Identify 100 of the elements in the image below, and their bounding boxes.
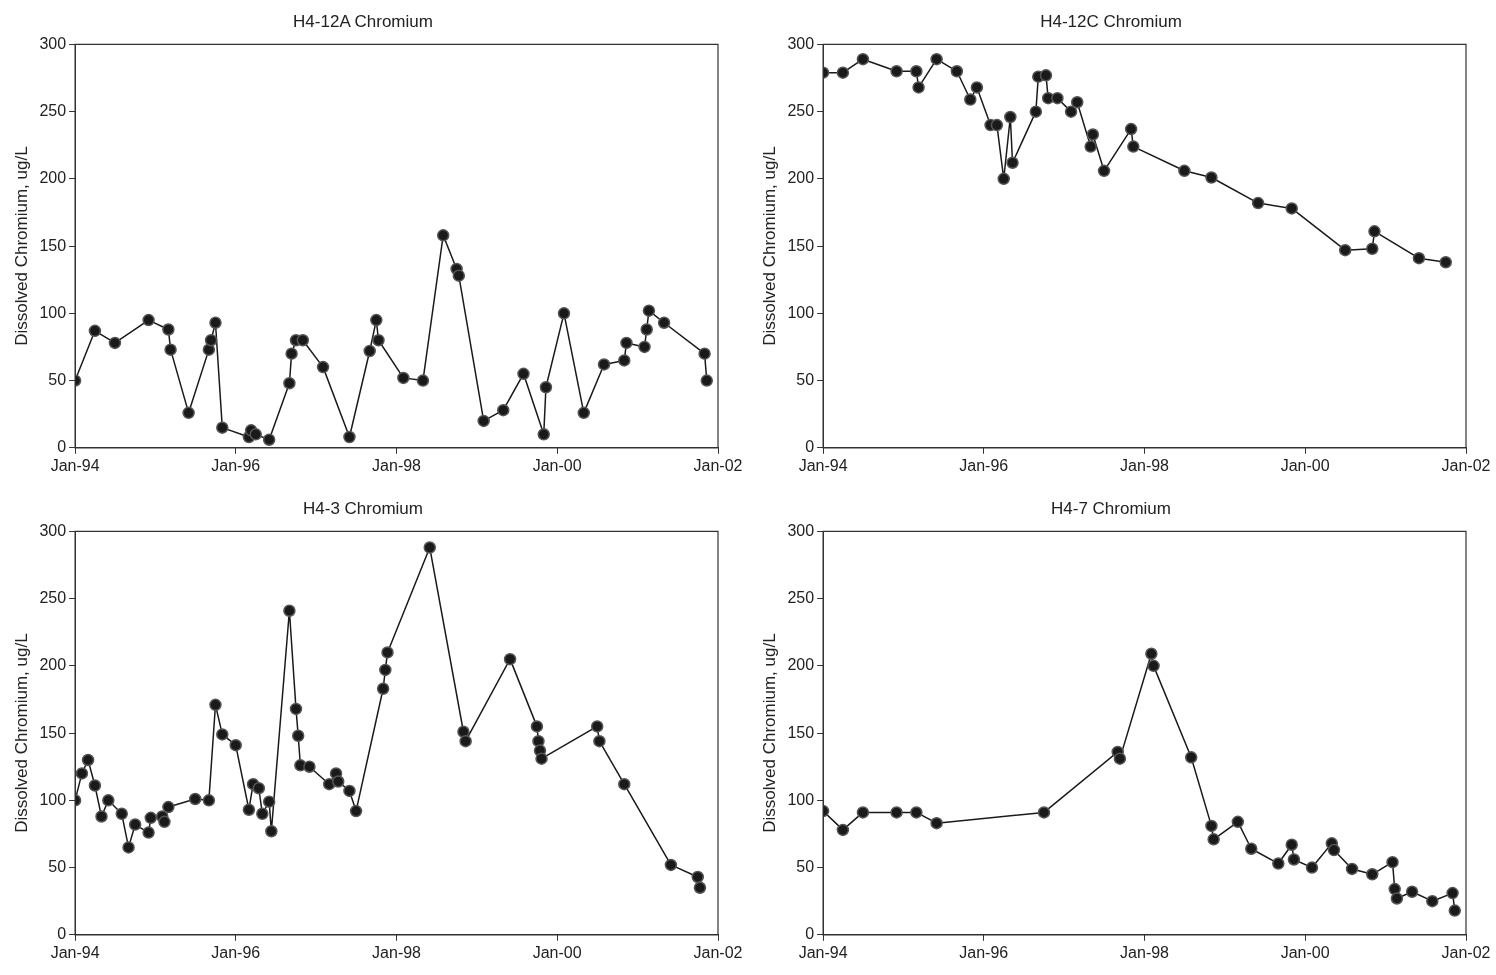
point xyxy=(1251,196,1265,210)
x-tick-label: Jan-96 xyxy=(959,943,1009,961)
chart-title: H4-12A Chromium xyxy=(293,11,433,31)
point xyxy=(1305,861,1319,874)
point xyxy=(964,93,977,106)
point xyxy=(164,343,177,356)
point xyxy=(370,313,383,327)
point xyxy=(216,728,229,741)
point xyxy=(249,428,262,441)
point xyxy=(182,406,195,420)
point xyxy=(216,421,229,434)
point xyxy=(204,333,218,347)
point xyxy=(188,792,202,806)
x-tick-label: Jan-00 xyxy=(1280,456,1330,474)
point xyxy=(1064,105,1078,118)
point xyxy=(436,229,450,242)
point xyxy=(372,333,385,347)
point xyxy=(452,269,466,282)
point xyxy=(1084,140,1097,153)
point xyxy=(95,810,108,823)
y-tick-label: 50 xyxy=(796,370,815,388)
point xyxy=(459,734,472,748)
point xyxy=(910,65,923,78)
x-tick-label: Jan-02 xyxy=(1441,456,1491,474)
point xyxy=(81,753,95,767)
point xyxy=(537,428,550,441)
y-axis-title: Dissolved Chromium, ug/L xyxy=(11,633,31,833)
point xyxy=(1327,843,1341,857)
y-tick-label: 0 xyxy=(57,925,67,943)
point xyxy=(618,354,631,367)
point xyxy=(990,118,1004,132)
point xyxy=(517,367,530,381)
point xyxy=(285,347,298,360)
y-tick-label: 200 xyxy=(787,169,815,187)
point xyxy=(1287,853,1301,866)
point xyxy=(1205,819,1218,833)
point xyxy=(262,433,276,446)
point xyxy=(1086,128,1100,141)
point xyxy=(122,841,135,854)
point xyxy=(256,807,269,821)
point xyxy=(1390,892,1404,905)
point xyxy=(296,333,310,347)
x-tick-label: Jan-96 xyxy=(211,943,261,961)
point xyxy=(162,800,175,814)
point xyxy=(1345,862,1359,876)
point xyxy=(331,775,345,788)
point xyxy=(343,430,356,444)
point xyxy=(577,406,591,420)
x-tick-label: Jan-98 xyxy=(1120,943,1170,961)
point xyxy=(88,324,102,338)
x-tick-label: Jan-00 xyxy=(1280,943,1330,961)
point xyxy=(1426,894,1439,908)
point xyxy=(1127,140,1140,153)
y-tick-label: 0 xyxy=(805,438,815,456)
point xyxy=(836,823,850,837)
x-tick-label: Jan-94 xyxy=(798,943,848,961)
point xyxy=(1051,91,1064,105)
point xyxy=(202,343,216,356)
y-tick-label: 250 xyxy=(787,589,815,607)
point xyxy=(343,784,356,798)
point xyxy=(289,702,303,716)
y-tick-label: 100 xyxy=(787,790,815,808)
y-axis-title: Dissolved Chromium, ug/L xyxy=(759,633,779,833)
point xyxy=(1386,855,1399,869)
point xyxy=(303,760,316,773)
point xyxy=(209,316,222,329)
point xyxy=(316,360,330,374)
point xyxy=(363,344,376,358)
point xyxy=(1366,242,1379,256)
point xyxy=(997,172,1010,186)
point xyxy=(642,304,656,317)
point xyxy=(262,795,276,808)
point xyxy=(930,816,943,830)
y-tick-label: 300 xyxy=(39,521,67,539)
point xyxy=(1231,815,1245,829)
point xyxy=(1446,886,1459,900)
point xyxy=(229,738,242,752)
point xyxy=(1147,659,1160,673)
point xyxy=(142,826,155,839)
y-tick-label: 100 xyxy=(787,303,815,321)
x-tick-label: Jan-94 xyxy=(798,456,848,474)
chart-title: H4-12C Chromium xyxy=(1040,11,1182,31)
point xyxy=(950,65,964,78)
point xyxy=(202,794,216,807)
point xyxy=(158,815,171,829)
point xyxy=(497,403,510,417)
point xyxy=(108,336,122,350)
point xyxy=(1368,225,1381,238)
y-tick-label: 150 xyxy=(787,723,815,741)
point xyxy=(381,646,394,659)
point xyxy=(1245,842,1258,855)
point xyxy=(836,66,850,79)
chart-title: H4-3 Chromium xyxy=(303,498,423,518)
point xyxy=(693,881,707,894)
point xyxy=(142,313,155,327)
chart-title: H4-7 Chromium xyxy=(1051,498,1171,518)
point xyxy=(477,414,490,428)
point xyxy=(856,806,870,819)
y-tick-label: 250 xyxy=(39,589,67,607)
point xyxy=(618,777,631,791)
